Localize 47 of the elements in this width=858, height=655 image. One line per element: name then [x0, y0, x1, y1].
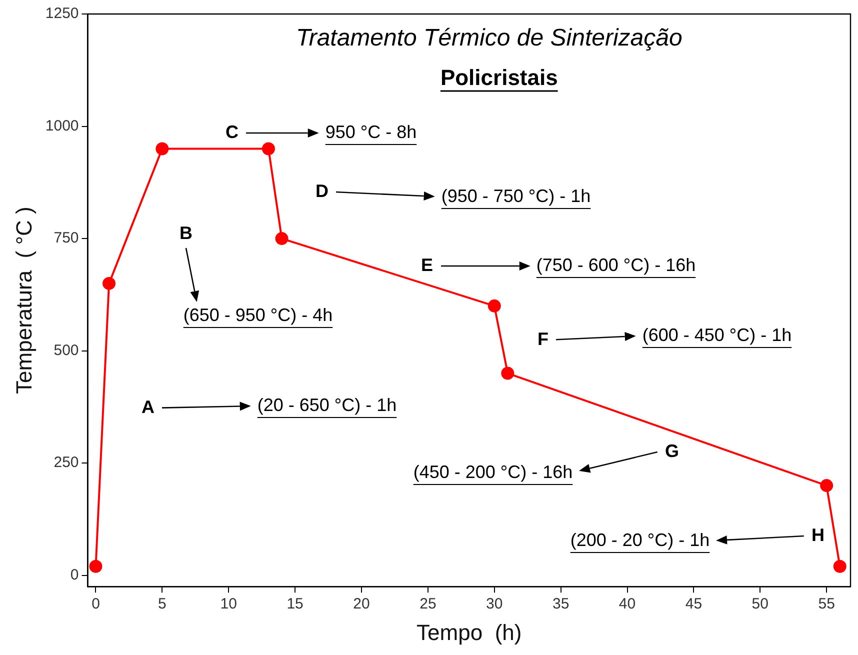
annotation: 950 °C - 8h	[325, 122, 417, 142]
x-tick-label: 5	[158, 596, 166, 613]
x-tick-label: 45	[685, 596, 702, 613]
annotation: (650 - 950 °C) - 4h	[183, 304, 333, 325]
annotation: (750 - 600 °C) - 16h	[536, 254, 696, 275]
y-tick-label: 750	[54, 230, 79, 247]
y-tick-label: 0	[70, 566, 79, 584]
x-tick-label: 20	[353, 596, 370, 613]
annotation: B	[180, 222, 192, 243]
x-tick-label: 10	[220, 596, 237, 613]
text: Policristais	[440, 65, 558, 90]
x-axis-title: Tempo (h)	[416, 620, 522, 645]
y-tick-label: 1250	[45, 5, 79, 22]
x-tick-label: 25	[420, 596, 436, 613]
point	[833, 560, 846, 573]
x-tick-label: 0	[92, 596, 100, 613]
point	[262, 142, 275, 156]
annotation: A	[142, 396, 154, 417]
annotation: F	[538, 328, 548, 349]
point	[501, 366, 514, 380]
annotation: (20 - 650 °C) - 1h	[257, 394, 397, 415]
annotation: C	[226, 122, 238, 142]
x-tick-label: 55	[818, 596, 835, 613]
annotation: (600 - 450 °C) - 1h	[642, 324, 792, 345]
x-tick-label: 35	[552, 596, 570, 613]
point	[156, 142, 169, 156]
annotation: E	[420, 254, 434, 275]
point	[275, 232, 288, 246]
point	[820, 479, 834, 492]
x-tick-label: 50	[752, 596, 768, 613]
x-tick-label: 15	[286, 596, 304, 613]
annotation: (450 - 200 °C) - 16h	[413, 462, 573, 482]
y-tick-label: 500	[54, 342, 79, 359]
annotation: (950 - 750 °C) - 1h	[441, 186, 591, 206]
y-axis-title: Temperatura ( °C )	[11, 206, 36, 394]
annotation: G	[664, 440, 680, 461]
annotation: H	[812, 524, 824, 545]
text: Tratamento Térmico de Sinterização	[296, 24, 682, 52]
point	[89, 560, 102, 573]
annotation: (200 - 20 °C) - 1h	[570, 530, 710, 550]
x-tick-label: 30	[486, 596, 503, 613]
y-tick-label: 1000	[45, 117, 79, 134]
point	[102, 276, 116, 290]
x-tick-label: 40	[618, 596, 636, 613]
point	[488, 299, 501, 312]
annotation: D	[316, 180, 328, 201]
y-tick-label: 250	[54, 454, 79, 472]
